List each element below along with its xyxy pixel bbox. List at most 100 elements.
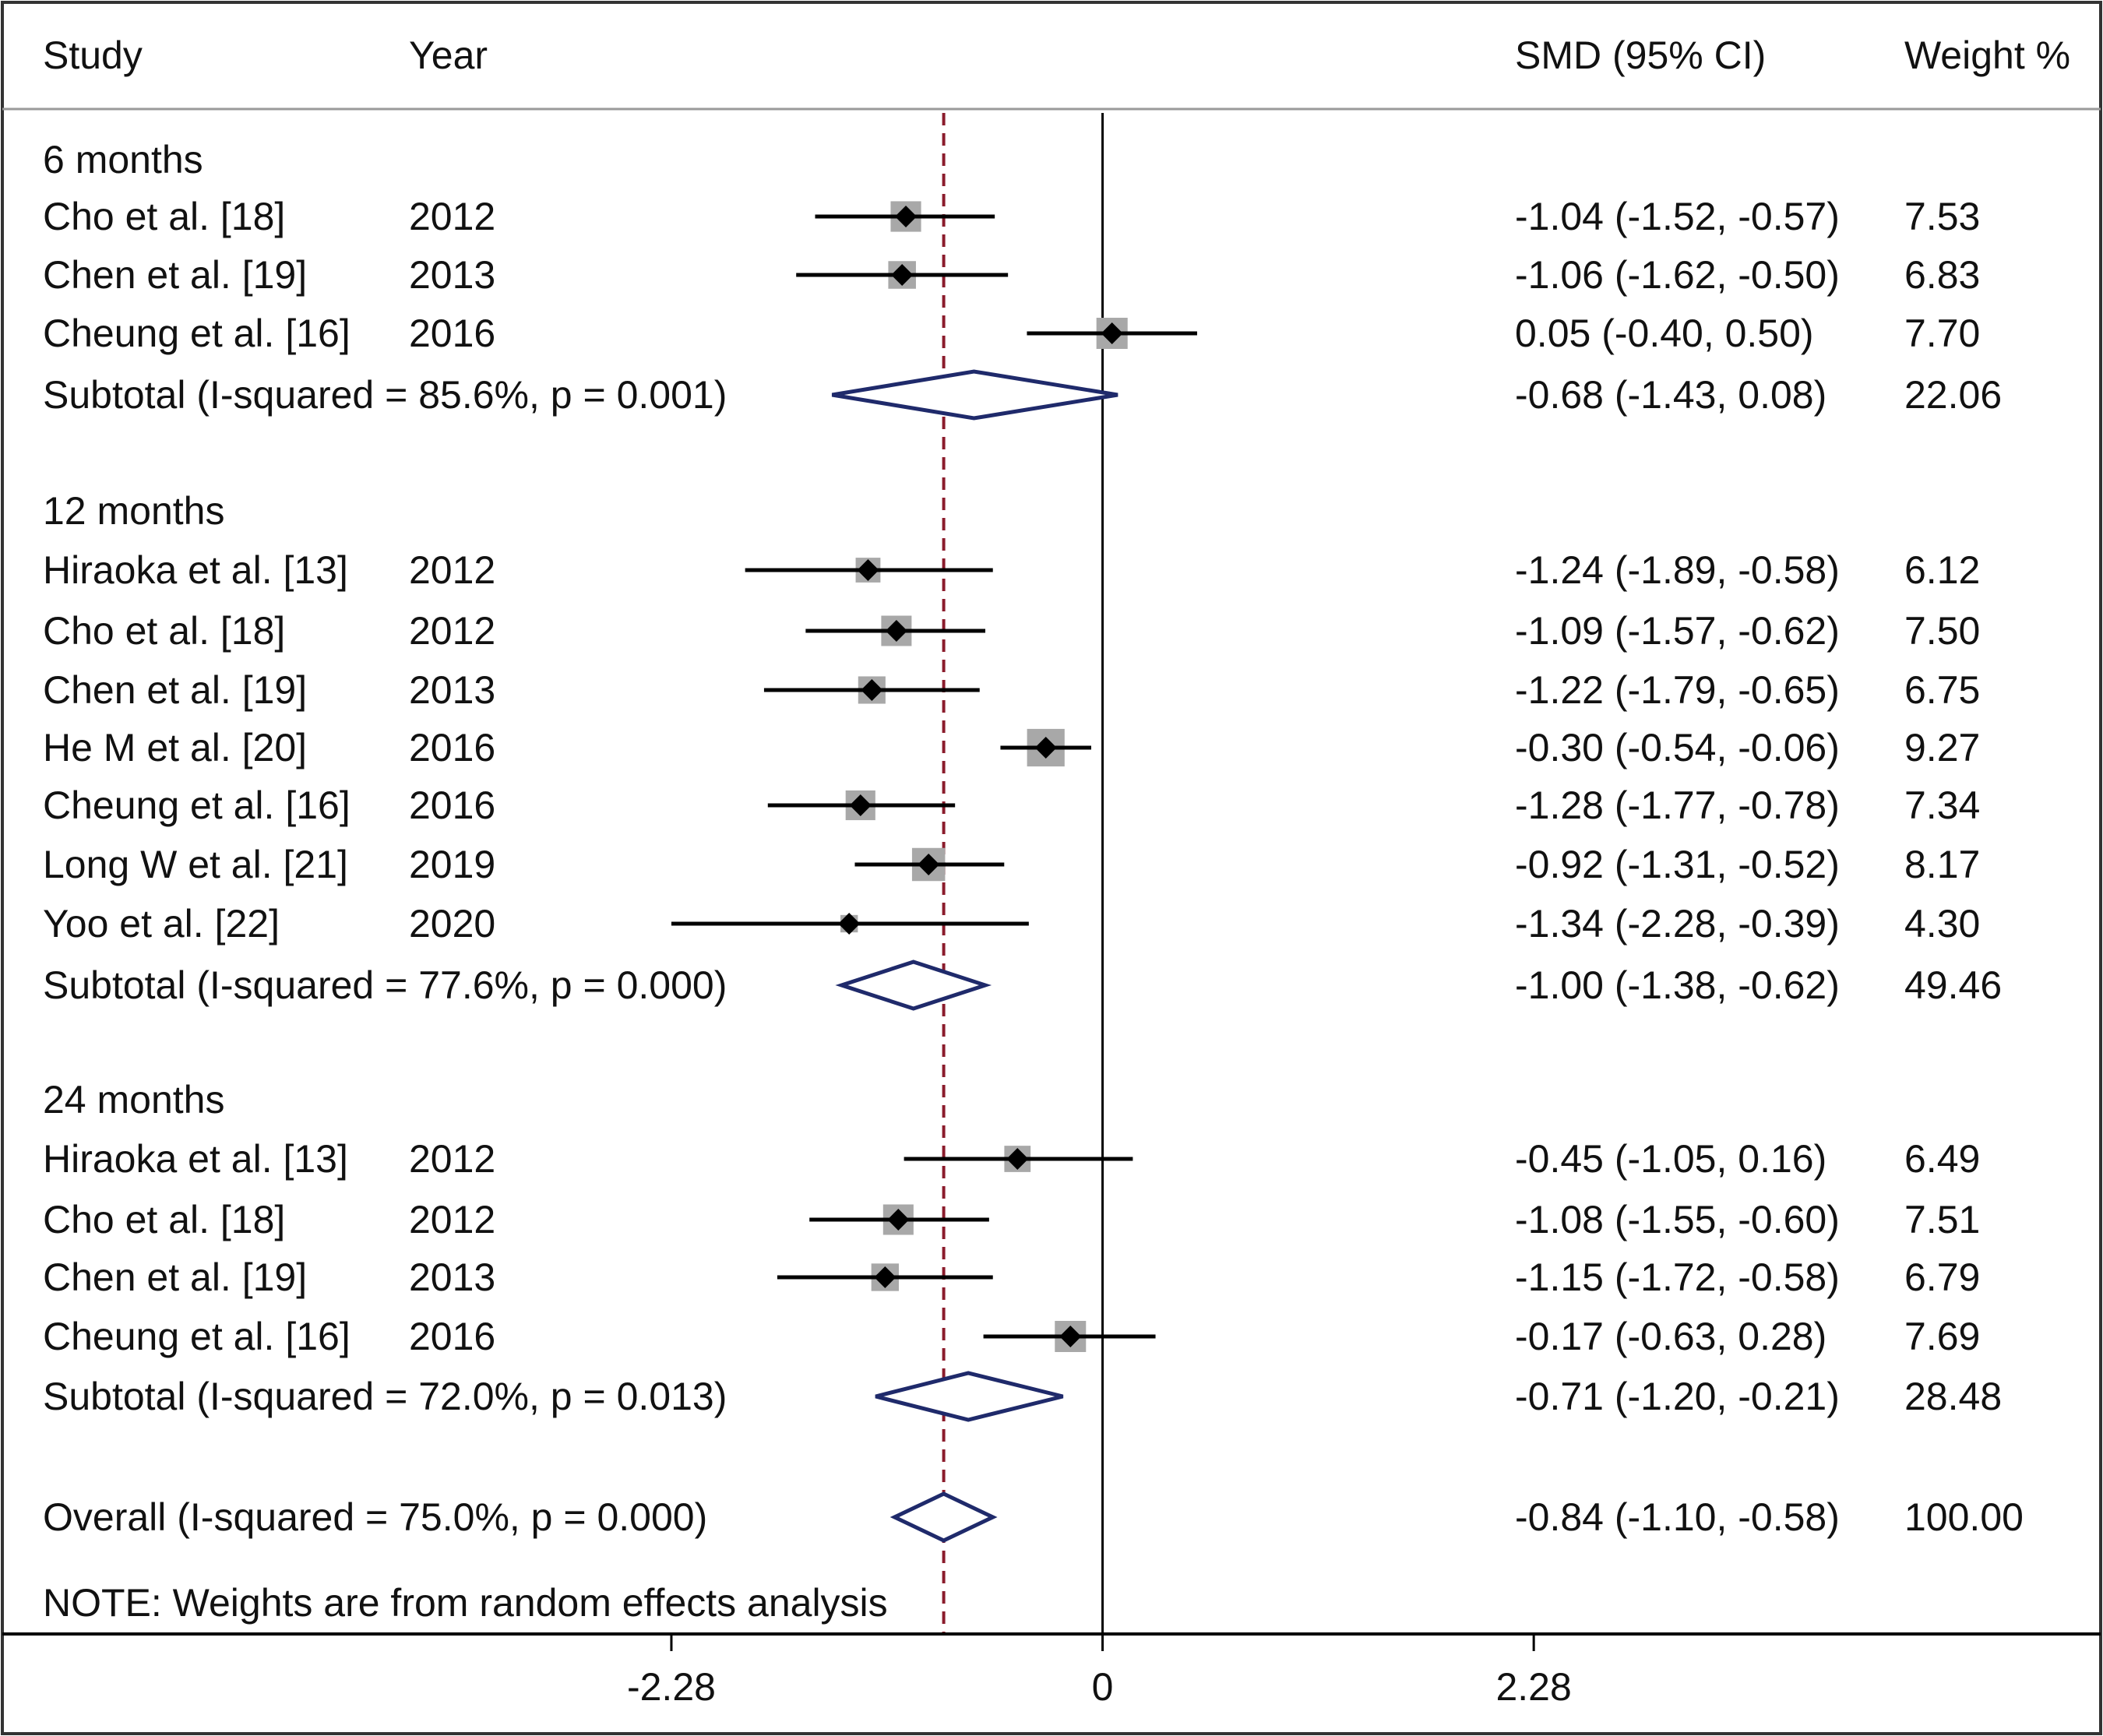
header-weight: Weight % (1904, 33, 2070, 77)
effect-ci-text: -0.30 (-0.54, -0.06) (1515, 726, 1840, 769)
point-estimate (861, 679, 883, 701)
overall-label: Overall (I-squared = 75.0%, p = 0.000) (43, 1495, 707, 1539)
study-name: Hiraoka et al. [13] (43, 548, 348, 592)
subtotal-diamond (875, 1371, 1064, 1422)
effect-ci-text: -1.28 (-1.77, -0.78) (1515, 783, 1840, 827)
study-name: Long W et al. [21] (43, 843, 348, 886)
study-year: 2012 (409, 1198, 495, 1241)
study-year: 2016 (409, 783, 495, 827)
weight-text: 6.12 (1904, 548, 1980, 592)
effect-ci-text: -1.04 (-1.52, -0.57) (1515, 195, 1840, 238)
study-year: 2020 (409, 902, 495, 945)
effect-ci-text: -0.68 (-1.43, 0.08) (1515, 373, 1826, 417)
study-name: Chen et al. [19] (43, 253, 307, 297)
weight-text: 7.53 (1904, 195, 1980, 238)
point-estimate (838, 913, 861, 935)
study-name: Cho et al. [18] (43, 1198, 285, 1241)
point-estimate (918, 854, 940, 875)
point-estimate (1034, 737, 1057, 759)
study-name: Cheung et al. [16] (43, 783, 350, 827)
effect-ci-text: -0.71 (-1.20, -0.21) (1515, 1375, 1840, 1418)
study-name: Chen et al. [19] (43, 668, 307, 712)
forest-row-group: 12 months (43, 489, 224, 533)
weight-text: 6.79 (1904, 1255, 1980, 1299)
point-estimate (887, 1209, 910, 1231)
weight-text: 8.17 (1904, 843, 1980, 886)
study-name: Hiraoka et al. [13] (43, 1137, 348, 1181)
forest-row-subtotal: Subtotal (I-squared = 72.0%, p = 0.013) -… (43, 1371, 2002, 1422)
weight-text: 7.34 (1904, 783, 1980, 827)
study-name: Cheung et al. [16] (43, 312, 350, 355)
subtotal-label: Subtotal (I-squared = 77.6%, p = 0.000) (43, 963, 727, 1007)
point-estimate (1059, 1326, 1082, 1347)
forest-row-study: Cho et al. [18] 2012 -1.08 (-1.55, -0.60) 7… (43, 1198, 1980, 1241)
study-name: Cho et al. [18] (43, 195, 285, 238)
weight-text: 6.75 (1904, 668, 1980, 712)
forest-row-group: 24 months (43, 1078, 224, 1122)
weight-text: 28.48 (1904, 1375, 2002, 1418)
subtotal-diamond (835, 960, 992, 1011)
forest-row-study: Chen et al. [19] 2013 -1.22 (-1.79, -0.65)… (43, 668, 1980, 712)
study-year: 2012 (409, 548, 495, 592)
point-estimate (885, 620, 907, 642)
effect-ci-text: -1.09 (-1.57, -0.62) (1515, 609, 1840, 653)
forest-row-group: 6 months (43, 138, 203, 181)
weight-text: 49.46 (1904, 963, 2002, 1007)
weight-text: 100.00 (1904, 1495, 2024, 1539)
forest-row-subtotal: Subtotal (I-squared = 77.6%, p = 0.000) -… (43, 960, 2002, 1011)
forest-row-study: Cho et al. [18] 2012 -1.09 (-1.57, -0.62) 7… (43, 609, 1980, 653)
forest-row-study: Yoo et al. [22] 2020 -1.34 (-2.28, -0.39) 4… (43, 902, 1980, 945)
effect-ci-text: 0.05 (-0.40, 0.50) (1515, 312, 1814, 355)
point-estimate (874, 1266, 897, 1288)
study-year: 2019 (409, 843, 495, 886)
x-axis: -2.28 0 2.28 (2, 1632, 2101, 1709)
weight-text: 6.83 (1904, 253, 1980, 297)
forest-row-study: He M et al. [20] 2016 -0.30 (-0.54, -0.06)… (43, 726, 1980, 769)
forest-row-study: Cho et al. [18] 2012 -1.04 (-1.52, -0.57) 7… (43, 195, 1980, 238)
header-year: Year (409, 33, 488, 77)
x-tick-label: 0 (1092, 1665, 1114, 1709)
study-year: 2016 (409, 312, 495, 355)
forest-row-study: Hiraoka et al. [13] 2012 -0.45 (-1.05, 0.1… (43, 1137, 1980, 1181)
forest-row-study: Chen et al. [19] 2013 -1.06 (-1.62, -0.50)… (43, 253, 1980, 297)
header-effect: SMD (95% CI) (1515, 33, 1766, 77)
study-name: Yoo et al. [22] (43, 902, 280, 945)
study-year: 2013 (409, 253, 495, 297)
weight-text: 7.50 (1904, 609, 1980, 653)
forest-row-study: Cheung et al. [16] 2016 -1.28 (-1.77, -0.7… (43, 783, 1980, 827)
forest-row-study: Cheung et al. [16] 2016 0.05 (-0.40, 0.50)… (43, 312, 1980, 355)
subtotal-diamond (831, 369, 1118, 421)
forest-row-study: Chen et al. [19] 2013 -1.15 (-1.72, -0.58)… (43, 1255, 1980, 1299)
weight-text: 4.30 (1904, 902, 1980, 945)
x-tick-label: 2.28 (1495, 1665, 1571, 1709)
effect-ci-text: -1.22 (-1.79, -0.65) (1515, 668, 1840, 712)
forest-row-study: Hiraoka et al. [13] 2012 -1.24 (-1.89, -0.… (43, 548, 1980, 592)
forest-rows: 6 months Cho et al. [18] 2012 -1.04 (-1.52,… (43, 138, 2024, 1543)
group-label: 6 months (43, 138, 203, 181)
study-year: 2012 (409, 195, 495, 238)
point-estimate (857, 559, 879, 581)
study-year: 2013 (409, 668, 495, 712)
effect-ci-text: -0.45 (-1.05, 0.16) (1515, 1137, 1826, 1181)
group-label: 12 months (43, 489, 224, 533)
effect-ci-text: -1.24 (-1.89, -0.58) (1515, 548, 1840, 592)
study-name: Cheung et al. [16] (43, 1315, 350, 1358)
study-year: 2012 (409, 1137, 495, 1181)
effect-ci-text: -1.34 (-2.28, -0.39) (1515, 902, 1840, 945)
weight-text: 7.70 (1904, 312, 1980, 355)
header-row: Study Year SMD (95% CI) Weight % (43, 33, 2070, 77)
header-study: Study (43, 33, 143, 77)
weight-text: 7.51 (1904, 1198, 1980, 1241)
effect-ci-text: -1.00 (-1.38, -0.62) (1515, 963, 1840, 1007)
forest-row-study: Long W et al. [21] 2019 -0.92 (-1.31, -0.5… (43, 843, 1980, 886)
subtotal-label: Subtotal (I-squared = 72.0%, p = 0.013) (43, 1375, 727, 1418)
effect-ci-text: -0.92 (-1.31, -0.52) (1515, 843, 1840, 886)
point-estimate (1101, 322, 1123, 344)
note-text: NOTE: Weights are from random effects an… (43, 1581, 888, 1625)
effect-ci-text: -0.17 (-0.63, 0.28) (1515, 1315, 1826, 1358)
point-estimate (891, 264, 914, 286)
point-estimate (895, 206, 918, 227)
study-year: 2012 (409, 609, 495, 653)
